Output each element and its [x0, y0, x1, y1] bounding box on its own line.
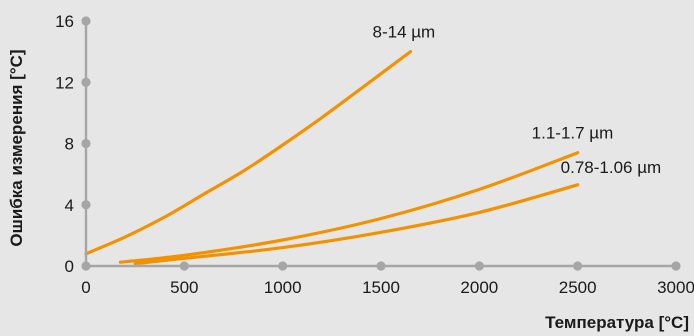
x-axis-title: Температура [°C]	[545, 313, 689, 332]
series-line-1-1-1-7-m	[118, 151, 580, 264]
series-label-8-14-m: 8-14 µm	[373, 23, 436, 42]
series-label-layer: 8-14 µm 1.1-1.7 µm 0.78-1.06 µm	[373, 23, 662, 177]
x-tick-dot	[474, 261, 484, 271]
x-tick-label: 1000	[264, 278, 302, 297]
y-tick-dot	[81, 200, 91, 210]
y-tick-dot	[81, 261, 91, 271]
x-tick-dot	[573, 261, 583, 271]
y-tick-dot	[81, 16, 91, 26]
x-tick-label: 2000	[460, 278, 498, 297]
x-tick-label: 1500	[362, 278, 400, 297]
series-line-8-14-m	[84, 50, 413, 256]
x-tick-dot	[671, 261, 681, 271]
y-tick-dot	[81, 77, 91, 87]
x-tick-dot	[179, 261, 189, 271]
y-tick-label: 4	[65, 196, 74, 215]
x-tick-label: 2500	[559, 278, 597, 297]
y-tick-label: 16	[55, 12, 74, 31]
series-line-0-78-1-06-m	[133, 183, 580, 266]
y-axis-title: Ошибка измерения [°C]	[7, 49, 26, 246]
y-tick-dot	[81, 138, 91, 149]
series-layer	[84, 50, 580, 266]
axis-layer	[81, 16, 681, 271]
y-tick-label: 12	[55, 73, 74, 92]
y-tick-label: 0	[65, 257, 74, 276]
x-tick-label: 500	[170, 278, 198, 297]
series-label-1-1-1-7-m: 1.1-1.7 µm	[532, 124, 614, 143]
series-label-0-78-1-06-m: 0.78-1.06 µm	[561, 158, 662, 177]
tick-layer: 0 4 8 12 16 0 500 1000 1500 2000 2500 3000	[55, 12, 694, 297]
x-tick-dot	[376, 261, 386, 271]
x-tick-label: 3000	[657, 278, 694, 297]
x-tick-dot	[278, 261, 288, 271]
x-tick-label: 0	[81, 278, 90, 297]
y-tick-label: 8	[65, 135, 74, 154]
